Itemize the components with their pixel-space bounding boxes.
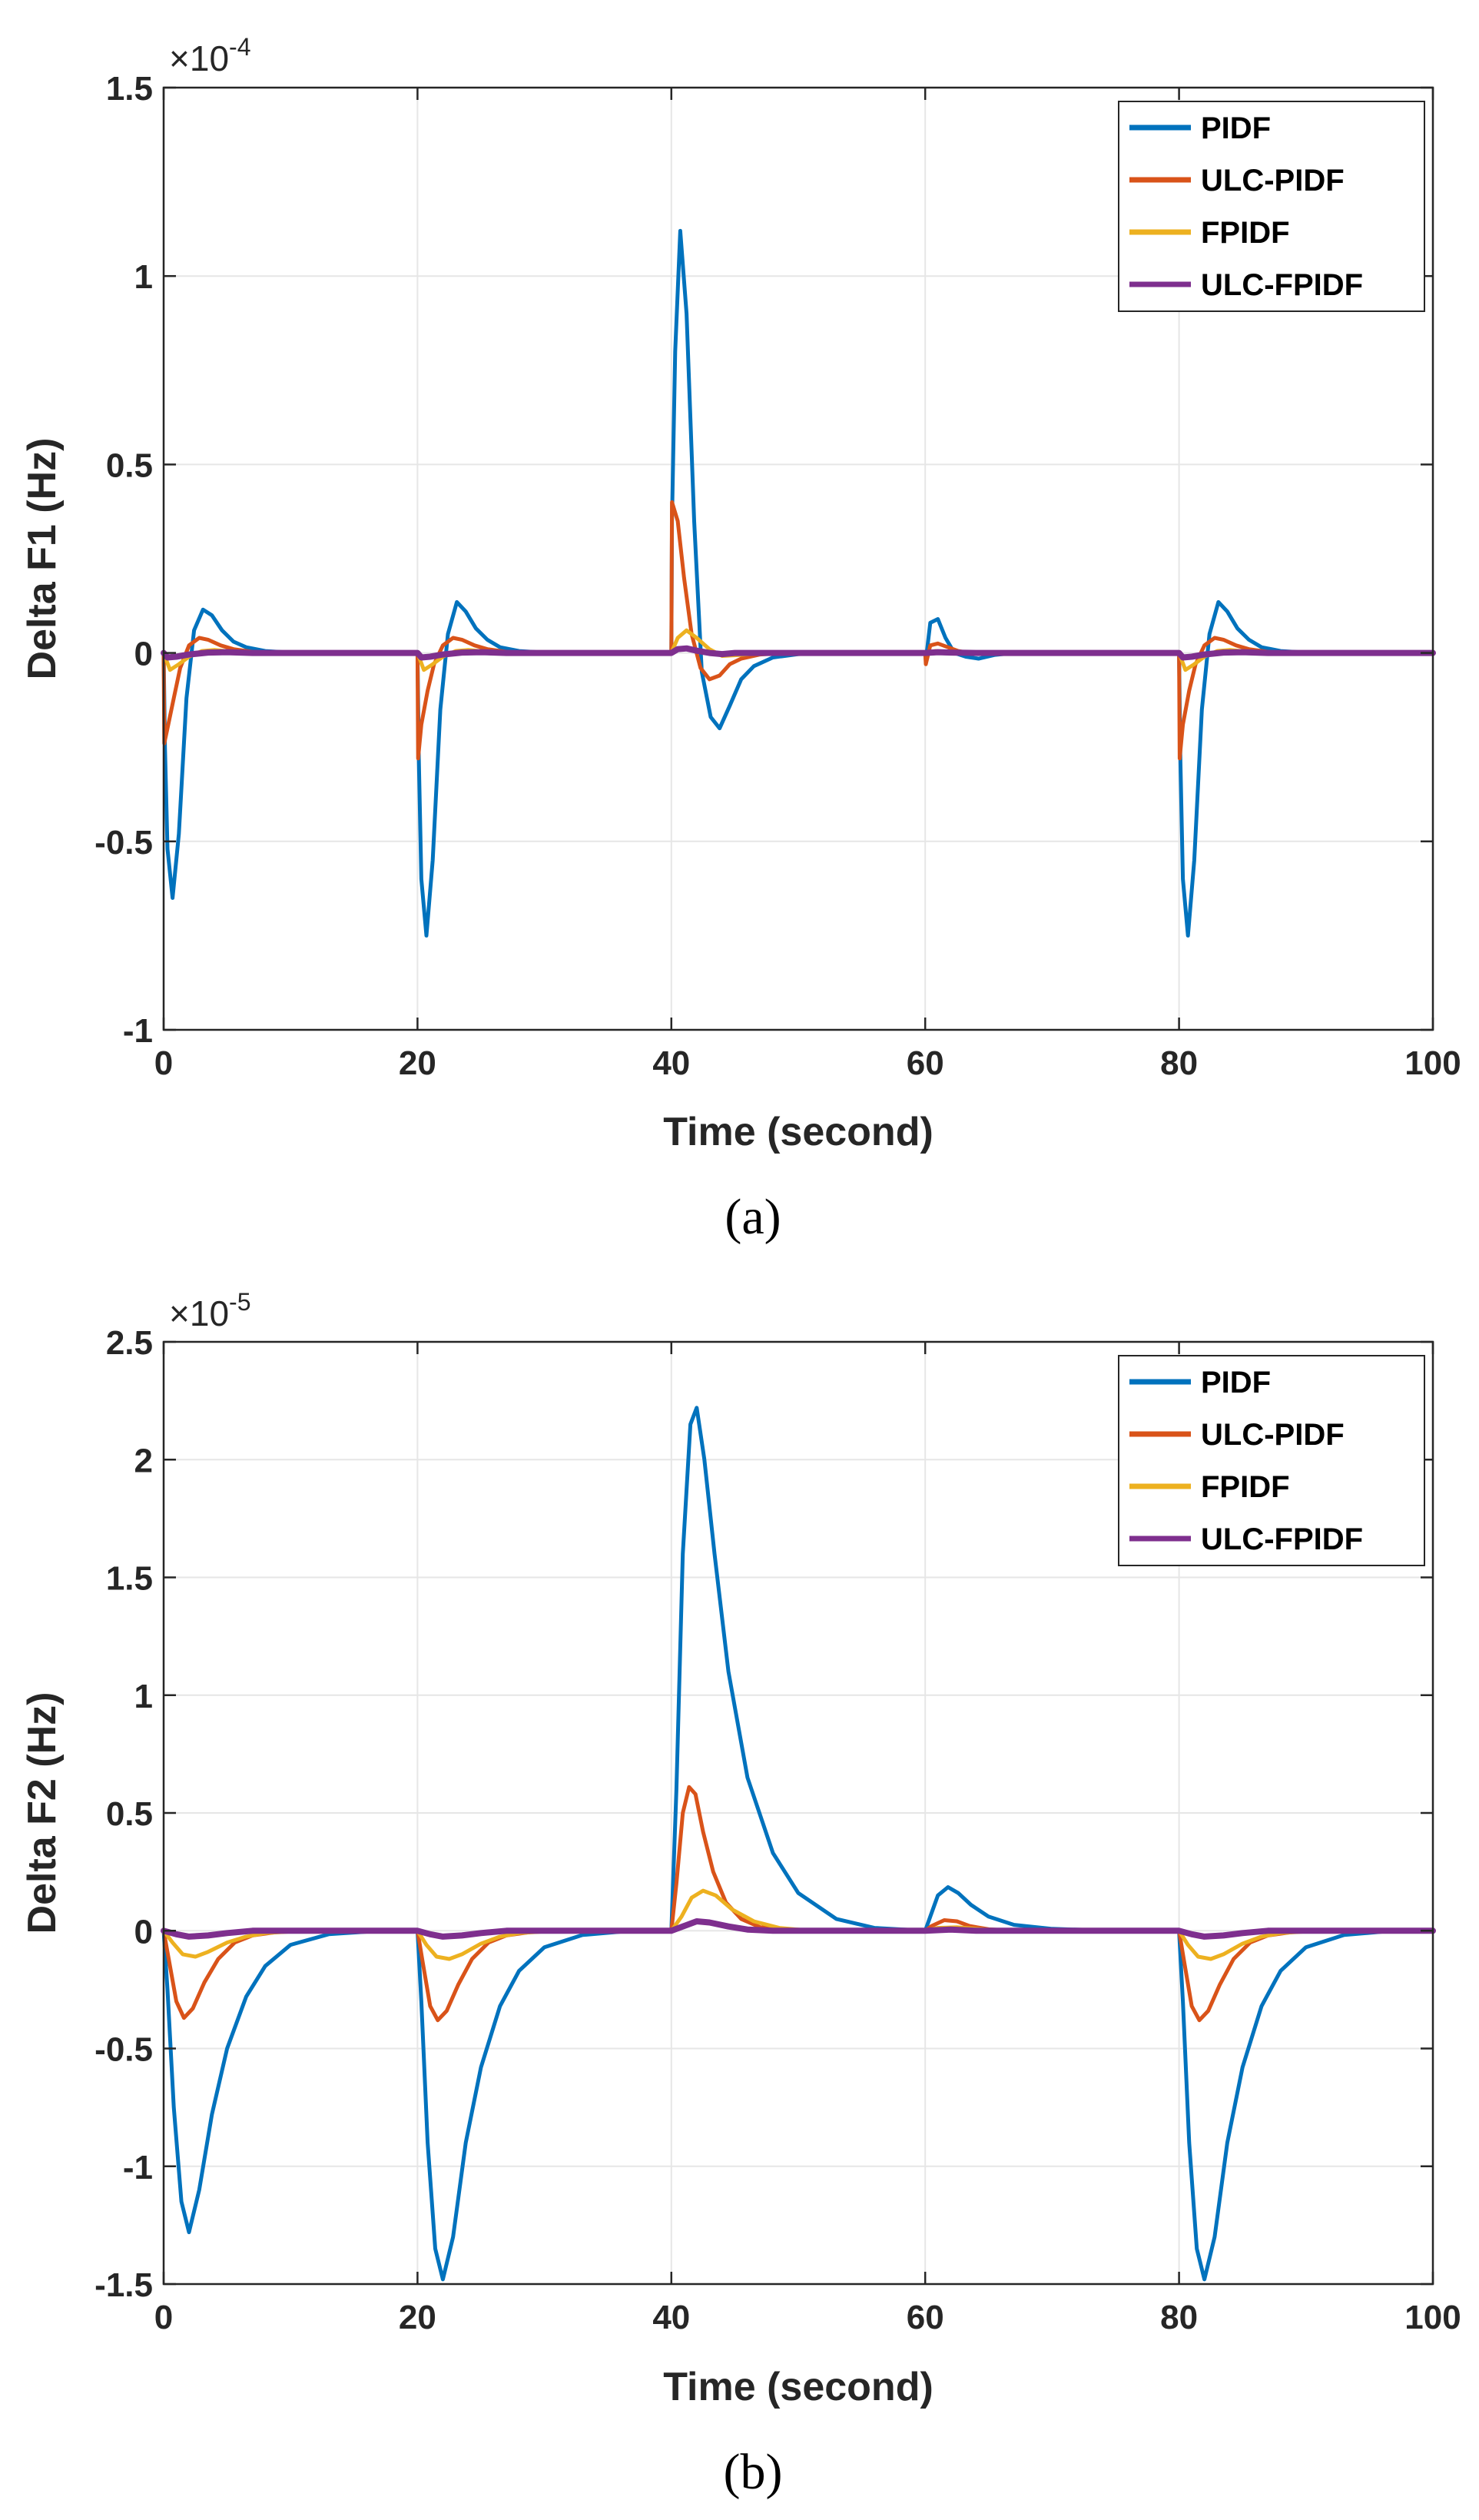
x-axis-label-a: Time (second) bbox=[663, 1110, 933, 1154]
exponent-power-a: -4 bbox=[229, 33, 250, 61]
legend-label-ulc-fpidf-b: ULC-FPIDF bbox=[1201, 1522, 1363, 1556]
y-tick-label-a: 1 bbox=[134, 258, 153, 296]
tick-marks-a bbox=[162, 86, 1434, 1031]
legend-label-fpidf-b: FPIDF bbox=[1201, 1470, 1290, 1504]
chart-panel-b: 0 20 40 60 80 100 -1.5 -1 -0.5 0 0.5 1 1.5 2 2.5 ×10-… bbox=[20, 1288, 1461, 2500]
legend-label-ulc-pidf-a: ULC-PIDF bbox=[1201, 164, 1345, 198]
legend-label-ulc-pidf-b: ULC-PIDF bbox=[1201, 1418, 1345, 1452]
y-tick-label-a: 0 bbox=[134, 636, 153, 673]
y-tick-labels-b: -1.5 -1 -0.5 0 0.5 1 1.5 2 2.5 bbox=[95, 1324, 153, 2304]
x-tick-label-a: 80 bbox=[1160, 1044, 1198, 1082]
y-axis-label-b: Delta F2 (Hz) bbox=[20, 1692, 65, 1934]
series-lines-a bbox=[161, 228, 1436, 938]
x-tick-label-b: 60 bbox=[907, 2299, 944, 2336]
x-tick-label-a: 20 bbox=[399, 1044, 436, 1082]
tick-marks-b bbox=[162, 1340, 1434, 2286]
exponent-power-b: -5 bbox=[229, 1288, 250, 1316]
x-tick-label-b: 40 bbox=[652, 2299, 690, 2336]
x-tick-label-a: 100 bbox=[1404, 1044, 1461, 1082]
y-tick-labels-a: -1 -0.5 0 0.5 1 1.5 bbox=[95, 70, 153, 1050]
exponent-label-b: ×10-5 bbox=[169, 1288, 250, 1333]
caption-b: (b) bbox=[724, 2444, 783, 2500]
x-tick-label-a: 40 bbox=[652, 1044, 690, 1082]
x-tick-label-b: 0 bbox=[154, 2299, 173, 2336]
legend-a: PIDF ULC-PIDF FPIDF ULC-FPIDF bbox=[1118, 101, 1425, 312]
legend-label-pidf-b: PIDF bbox=[1201, 1366, 1271, 1399]
legend-label-fpidf-a: FPIDF bbox=[1201, 216, 1290, 250]
series-lines-b bbox=[161, 1406, 1436, 2282]
legend-box-a bbox=[1118, 101, 1425, 312]
x-tick-labels-b: 0 20 40 60 80 100 bbox=[154, 2299, 1461, 2336]
y-axis-label-a: Delta F1 (Hz) bbox=[20, 438, 65, 680]
y-tick-label-b: 2 bbox=[134, 1442, 153, 1479]
y-tick-label-b: 1 bbox=[134, 1678, 153, 1715]
x-tick-labels-a: 0 20 40 60 80 100 bbox=[154, 1044, 1461, 1082]
y-tick-label-a: 0.5 bbox=[106, 447, 153, 484]
x-tick-label-b: 100 bbox=[1404, 2299, 1461, 2336]
legend-box-b bbox=[1118, 1355, 1425, 1566]
y-tick-label-b: -1 bbox=[123, 2149, 153, 2186]
y-tick-label-b: 1.5 bbox=[106, 1560, 153, 1598]
x-tick-label-a: 60 bbox=[907, 1044, 944, 1082]
legend-b: PIDF ULC-PIDF FPIDF ULC-FPIDF bbox=[1118, 1355, 1425, 1566]
caption-a: (a) bbox=[725, 1189, 781, 1245]
y-tick-label-a: -0.5 bbox=[95, 824, 153, 862]
x-axis-label-b: Time (second) bbox=[663, 2365, 933, 2409]
y-tick-label-a: -1 bbox=[123, 1012, 153, 1050]
series-line-ulc-fpidf-b bbox=[161, 1918, 1436, 1940]
exponent-label-a: ×10-4 bbox=[169, 33, 250, 78]
x-tick-label-b: 20 bbox=[399, 2299, 436, 2336]
chart-panel-a: 0 20 40 60 80 100 -1 -0.5 0 0.5 1 1.5 ×10-4 Time (… bbox=[20, 33, 1461, 1245]
y-tick-label-b: -1.5 bbox=[95, 2266, 153, 2304]
series-line-pidf-b bbox=[161, 1406, 1435, 2282]
plot-frame-a bbox=[162, 86, 1434, 1031]
legend-label-ulc-fpidf-a: ULC-FPIDF bbox=[1201, 268, 1363, 302]
y-tick-label-b: 0.5 bbox=[106, 1795, 153, 1833]
y-tick-label-b: 0 bbox=[134, 1913, 153, 1951]
y-tick-label-b: -0.5 bbox=[95, 2031, 153, 2069]
exponent-base-b: ×10 bbox=[169, 1293, 229, 1333]
legend-label-pidf-a: PIDF bbox=[1201, 111, 1271, 145]
y-tick-label-b: 2.5 bbox=[106, 1324, 153, 1362]
x-tick-label-a: 0 bbox=[154, 1044, 173, 1082]
y-tick-label-a: 1.5 bbox=[106, 70, 153, 108]
exponent-base-a: ×10 bbox=[169, 38, 229, 78]
series-line-ulc-fpidf-a bbox=[161, 645, 1436, 661]
x-tick-label-b: 80 bbox=[1160, 2299, 1198, 2336]
